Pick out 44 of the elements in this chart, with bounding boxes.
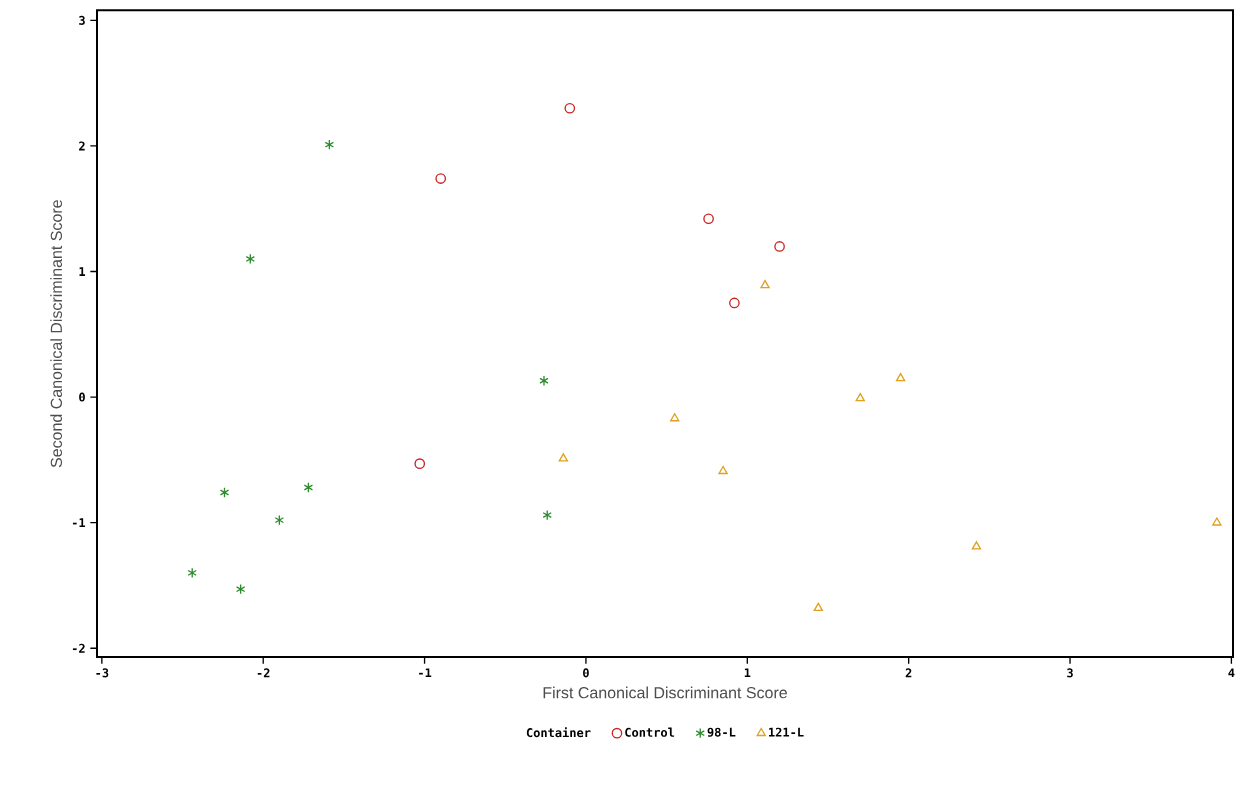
- point: [564, 102, 576, 114]
- x-tick-label: 2: [905, 668, 912, 678]
- y-tick-label: 1: [79, 267, 86, 276]
- y-tick-label: -1: [72, 518, 86, 528]
- point: [774, 241, 785, 252]
- y-tick-label: 2: [79, 141, 85, 151]
- point: [303, 482, 314, 493]
- point: [1212, 517, 1222, 526]
- point: [669, 413, 680, 422]
- x-tick-label: -2: [257, 668, 270, 678]
- point: [760, 279, 770, 289]
- x-tick-label: -3: [96, 668, 109, 678]
- point: [813, 602, 824, 612]
- point: [274, 514, 285, 526]
- point: [729, 297, 740, 309]
- point: [324, 139, 335, 151]
- point: [703, 213, 714, 225]
- point: [235, 583, 246, 595]
- point: [539, 375, 549, 387]
- x-tick-label: 4: [1228, 668, 1235, 678]
- legend-title: Container: [526, 727, 591, 738]
- x-axis-title: First Canonical Discriminant Score: [543, 686, 787, 699]
- legend-label: 121-L: [769, 727, 804, 737]
- x-tick-label: 0: [583, 668, 589, 678]
- point: [187, 567, 197, 579]
- y-tick-label: 0: [79, 392, 85, 402]
- y-tick-label: 3: [79, 15, 85, 25]
- legend-label: 98-L: [707, 727, 736, 737]
- point: [219, 487, 230, 498]
- point: [435, 173, 447, 184]
- y-tick-label: -2: [72, 643, 85, 653]
- point: [245, 253, 256, 265]
- x-tick-label: 1: [744, 668, 751, 678]
- point: [542, 509, 552, 521]
- x-tick-label: -1: [419, 668, 432, 678]
- point: [414, 458, 426, 469]
- x-tick-label: 3: [1067, 668, 1073, 678]
- point: [718, 465, 728, 475]
- point: [971, 541, 982, 550]
- legend-label: Control: [625, 727, 675, 737]
- point: [895, 372, 906, 382]
- point: [558, 453, 569, 462]
- y-axis-title: Second Canonical Discriminant Score: [50, 200, 63, 468]
- point: [855, 393, 865, 402]
